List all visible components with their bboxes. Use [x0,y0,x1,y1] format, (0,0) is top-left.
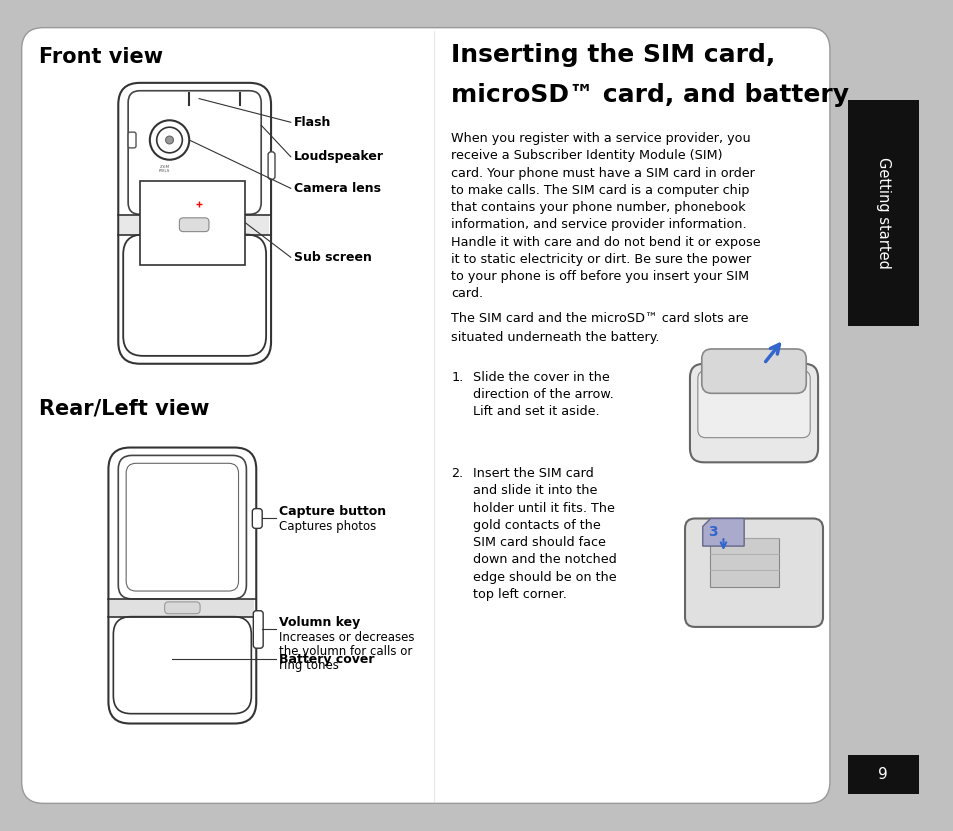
Text: Capture button: Capture button [278,504,386,518]
Circle shape [166,136,173,144]
Text: Sub screen: Sub screen [294,251,372,263]
Text: Volumn key: Volumn key [278,616,360,629]
Text: that contains your phone number, phonebook: that contains your phone number, phonebo… [451,201,745,214]
Text: to your phone is off before you insert your SIM: to your phone is off before you insert y… [451,270,749,283]
FancyBboxPatch shape [697,371,809,438]
Text: card. Your phone must have a SIM card in order: card. Your phone must have a SIM card in… [451,167,755,179]
Text: Flash: Flash [294,116,331,129]
Text: When you register with a service provider, you: When you register with a service provide… [451,132,750,145]
Text: 2.: 2. [451,467,463,480]
FancyBboxPatch shape [128,132,136,148]
FancyBboxPatch shape [847,100,918,327]
Text: Handle it with care and do not bend it or expose: Handle it with care and do not bend it o… [451,236,760,248]
Text: direction of the arrow.: direction of the arrow. [473,388,613,401]
Text: gold contacts of the: gold contacts of the [473,519,600,532]
Text: 9: 9 [878,767,887,782]
FancyBboxPatch shape [847,755,918,794]
Text: Captures photos: Captures photos [278,520,375,534]
Text: 3: 3 [707,525,717,539]
Text: microSD™ card, and battery: microSD™ card, and battery [451,83,848,107]
FancyBboxPatch shape [165,602,200,614]
Text: top left corner.: top left corner. [473,588,566,601]
FancyBboxPatch shape [253,611,263,648]
FancyBboxPatch shape [252,509,262,529]
Text: 1.: 1. [451,371,463,384]
Text: Insert the SIM card: Insert the SIM card [473,467,593,480]
Text: Z.6M
PIXLS: Z.6M PIXLS [159,165,171,173]
FancyBboxPatch shape [268,152,274,179]
FancyBboxPatch shape [22,27,829,804]
FancyBboxPatch shape [128,91,261,214]
FancyBboxPatch shape [701,349,805,393]
Text: Loudspeaker: Loudspeaker [294,150,383,163]
Text: Front view: Front view [39,47,163,67]
Text: card.: card. [451,288,483,300]
Text: to make calls. The SIM card is a computer chip: to make calls. The SIM card is a compute… [451,184,749,197]
Text: down and the notched: down and the notched [473,553,617,567]
FancyBboxPatch shape [109,448,256,724]
Text: information, and service provider information.: information, and service provider inform… [451,219,746,231]
Text: the volumn for calls or: the volumn for calls or [278,645,412,658]
Text: and slide it into the: and slide it into the [473,484,597,498]
Text: edge should be on the: edge should be on the [473,571,616,583]
Text: receive a Subscriber Identity Module (SIM): receive a Subscriber Identity Module (SI… [451,150,722,162]
Text: The SIM card and the microSD™ card slots are: The SIM card and the microSD™ card slots… [451,312,748,325]
FancyBboxPatch shape [689,364,818,462]
Text: Getting started: Getting started [875,157,890,269]
Text: Lift and set it aside.: Lift and set it aside. [473,406,599,418]
FancyBboxPatch shape [118,455,246,599]
FancyBboxPatch shape [140,181,245,265]
Text: Inserting the SIM card,: Inserting the SIM card, [451,43,775,67]
Text: Camera lens: Camera lens [294,182,380,194]
FancyBboxPatch shape [684,519,822,627]
Text: SIM card should face: SIM card should face [473,536,605,549]
FancyBboxPatch shape [126,464,238,591]
Text: it to static electricity or dirt. Be sure the power: it to static electricity or dirt. Be sur… [451,253,751,266]
FancyBboxPatch shape [113,617,251,714]
Text: Battery cover: Battery cover [278,653,374,666]
Text: ring tones: ring tones [278,659,338,672]
FancyBboxPatch shape [844,27,918,804]
FancyBboxPatch shape [709,538,778,588]
FancyBboxPatch shape [111,599,254,617]
Text: Slide the cover in the: Slide the cover in the [473,371,609,384]
FancyBboxPatch shape [120,215,269,234]
FancyBboxPatch shape [118,83,271,364]
Text: Increases or decreases: Increases or decreases [278,632,414,645]
FancyBboxPatch shape [123,234,266,356]
Text: holder until it fits. The: holder until it fits. The [473,502,615,514]
Text: situated underneath the battery.: situated underneath the battery. [451,332,659,344]
Text: Rear/Left view: Rear/Left view [39,398,210,418]
FancyBboxPatch shape [179,218,209,232]
Polygon shape [702,519,743,546]
